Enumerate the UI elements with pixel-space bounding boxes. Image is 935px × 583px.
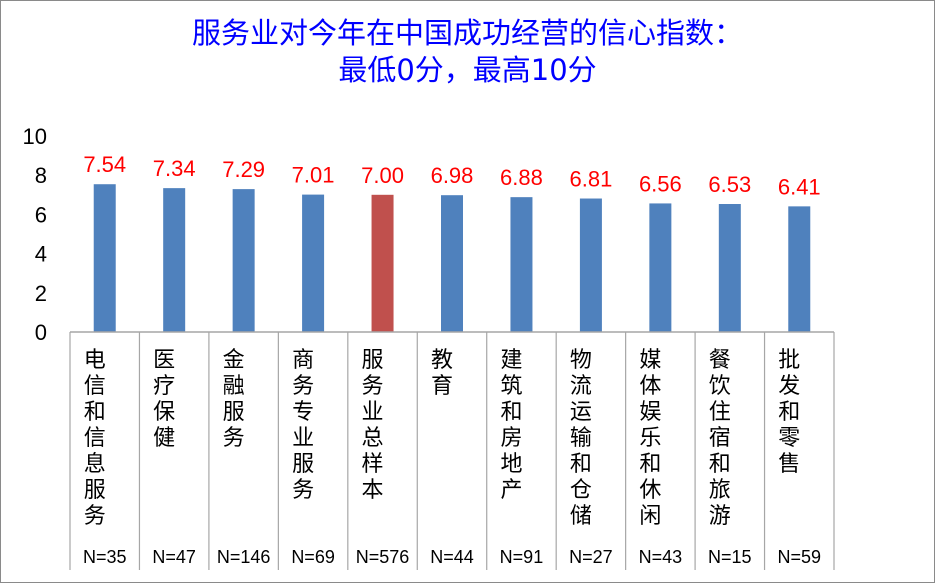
chart-title-line-2: 最低0分，最高10分 [338,53,597,87]
category-label: 物流运输和仓储 [570,347,592,528]
data-label: 7.01 [292,163,335,188]
category-label: 教育 [431,347,453,398]
category-label: 服务业总样本 [362,347,384,502]
chart-title-line-1: 服务业对今年在中国成功经营的信心指数： [191,16,743,50]
category-label: 媒体娱乐和休闲 [639,347,661,528]
data-label: 7.34 [153,156,196,181]
data-label: 6.81 [569,167,612,192]
y-tick-label: 0 [35,320,47,345]
bar [579,198,602,332]
y-tick-label: 10 [23,124,47,149]
sample-size-label: N=15 [708,547,752,567]
category-label: 金融服务 [223,347,245,450]
data-label: 6.53 [708,172,751,197]
bar [163,188,186,332]
bar [718,204,741,332]
sample-size-label: N=47 [152,547,196,567]
bar [441,195,463,332]
bar [371,194,394,332]
category-label: 建筑和房地产 [500,347,522,502]
chart-title: 服务业对今年在中国成功经营的信心指数： 最低0分，最高10分 [1,15,934,89]
bar [510,197,533,332]
category-label: 商务专业服务 [292,347,314,502]
sample-size-label: N=59 [777,547,821,567]
bar [788,206,811,332]
bar [649,203,672,332]
bar [93,184,116,332]
data-label: 6.41 [778,174,821,199]
y-tick-label: 8 [35,163,47,188]
sample-size-label: N=576 [356,547,410,567]
data-label: 6.56 [639,171,682,196]
bar [302,194,325,332]
category-label: 批发和零售 [778,347,800,476]
data-label: 6.98 [431,163,474,188]
sample-size-label: N=44 [430,547,474,567]
y-tick-label: 6 [35,202,47,227]
category-label: 餐饮住宿和旅游 [709,347,731,528]
sample-size-label: N=91 [500,547,544,567]
sample-size-label: N=27 [569,547,613,567]
y-tick-label: 2 [35,281,47,306]
data-label: 7.00 [361,163,404,188]
sample-size-label: N=69 [291,547,335,567]
sample-size-label: N=35 [83,547,127,567]
bar [232,189,255,332]
category-label: 电信和信息服务 [84,347,106,528]
sample-size-label: N=43 [639,547,683,567]
category-label: 医疗保健 [153,347,175,450]
data-label: 7.29 [222,157,265,182]
y-tick-label: 4 [35,242,47,267]
data-label: 6.88 [500,165,543,190]
sample-size-label: N=146 [217,547,271,567]
data-label: 7.54 [83,152,126,177]
